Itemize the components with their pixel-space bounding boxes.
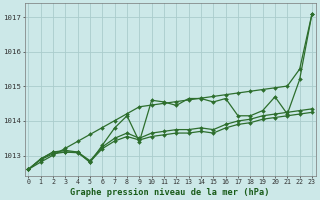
X-axis label: Graphe pression niveau de la mer (hPa): Graphe pression niveau de la mer (hPa)	[70, 188, 270, 197]
